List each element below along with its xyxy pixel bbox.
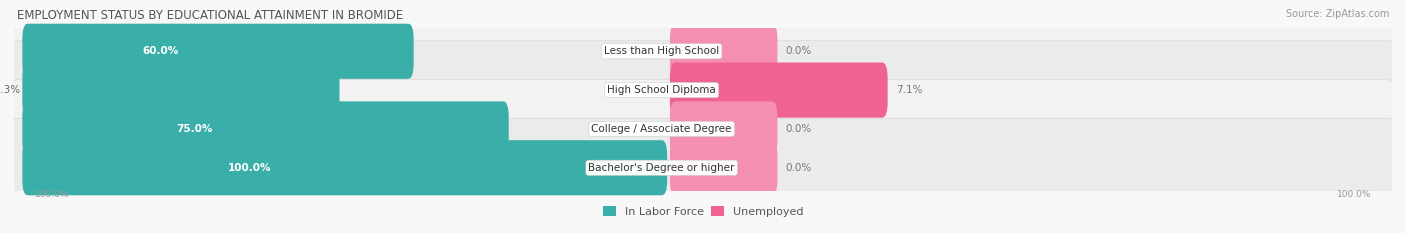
FancyBboxPatch shape [7,118,1399,217]
FancyBboxPatch shape [22,101,509,157]
Text: 7.1%: 7.1% [896,85,922,95]
Text: 100.0%: 100.0% [1337,190,1371,199]
Text: Source: ZipAtlas.com: Source: ZipAtlas.com [1285,9,1389,19]
FancyBboxPatch shape [22,62,339,118]
Text: High School Diploma: High School Diploma [607,85,716,95]
Text: 0.0%: 0.0% [786,46,811,56]
FancyBboxPatch shape [22,24,413,79]
Text: 100.0%: 100.0% [228,163,271,173]
Text: EMPLOYMENT STATUS BY EDUCATIONAL ATTAINMENT IN BROMIDE: EMPLOYMENT STATUS BY EDUCATIONAL ATTAINM… [17,9,404,22]
FancyBboxPatch shape [22,140,668,195]
Text: Less than High School: Less than High School [605,46,720,56]
Text: Bachelor's Degree or higher: Bachelor's Degree or higher [589,163,735,173]
Text: 60.0%: 60.0% [143,46,179,56]
Text: College / Associate Degree: College / Associate Degree [592,124,733,134]
Text: 100.0%: 100.0% [35,190,69,199]
FancyBboxPatch shape [669,140,778,195]
Text: 48.3%: 48.3% [0,85,21,95]
FancyBboxPatch shape [669,62,887,118]
FancyBboxPatch shape [7,80,1399,178]
FancyBboxPatch shape [669,24,778,79]
Text: 0.0%: 0.0% [786,124,811,134]
Legend: In Labor Force, Unemployed: In Labor Force, Unemployed [598,202,808,221]
FancyBboxPatch shape [7,2,1399,101]
FancyBboxPatch shape [669,101,778,157]
FancyBboxPatch shape [7,41,1399,139]
Text: 75.0%: 75.0% [176,124,212,134]
Text: 0.0%: 0.0% [786,163,811,173]
